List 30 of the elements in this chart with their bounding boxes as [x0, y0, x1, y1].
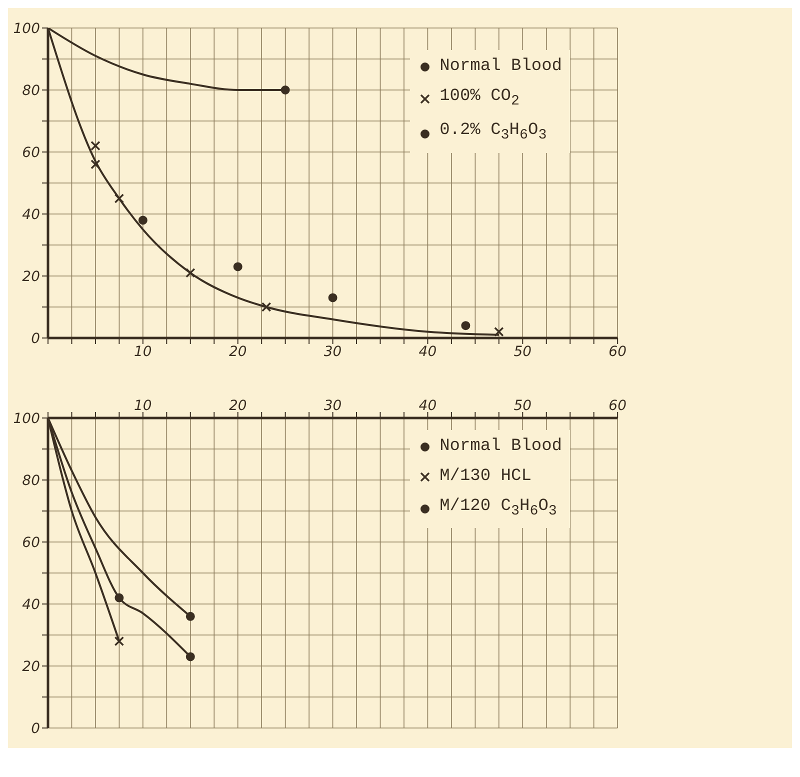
legend-label: M/130 HCL: [440, 466, 532, 488]
x-tick-label: 30: [324, 398, 342, 414]
x-tick-label: 20: [228, 398, 247, 414]
y-tick-label: 80: [22, 472, 40, 489]
legend-label: M/120 C$_{3}$H$_{6}$O$_{3}$: [440, 496, 557, 522]
x-tick-label: 60: [608, 344, 627, 360]
x-tick-label: 10: [134, 398, 152, 414]
y-tick-label: 0: [31, 720, 40, 737]
x-tick-label: 40: [418, 344, 437, 360]
y-tick-label: 60: [22, 144, 40, 161]
legend-label: 100% CO$_{2}$: [440, 86, 520, 112]
legend-label: Normal Blood: [440, 56, 562, 78]
y-tick-label: 100: [13, 20, 40, 37]
x-tick-label: 30: [324, 344, 342, 360]
y-tick-label: 80: [22, 82, 40, 99]
y-tick-label: 20: [22, 658, 40, 675]
x-tick-label: 50: [514, 398, 532, 414]
legend-label: 0.2% C$_{3}$H$_{6}$O$_{3}$: [440, 120, 547, 146]
y-tick-label: 40: [22, 596, 40, 613]
y-tick-label: 40: [22, 206, 40, 223]
y-tick-label: 0: [31, 330, 40, 347]
y-tick-label: 100: [13, 410, 40, 427]
y-tick-label: 20: [22, 268, 40, 285]
y-tick-label: 60: [22, 534, 40, 551]
x-tick-label: 40: [418, 398, 437, 414]
x-tick-label: 20: [228, 344, 247, 360]
x-tick-label: 50: [514, 344, 532, 360]
legend-label: Normal Blood: [440, 436, 562, 458]
x-tick-label: 60: [608, 398, 627, 414]
x-tick-label: 10: [134, 344, 152, 360]
